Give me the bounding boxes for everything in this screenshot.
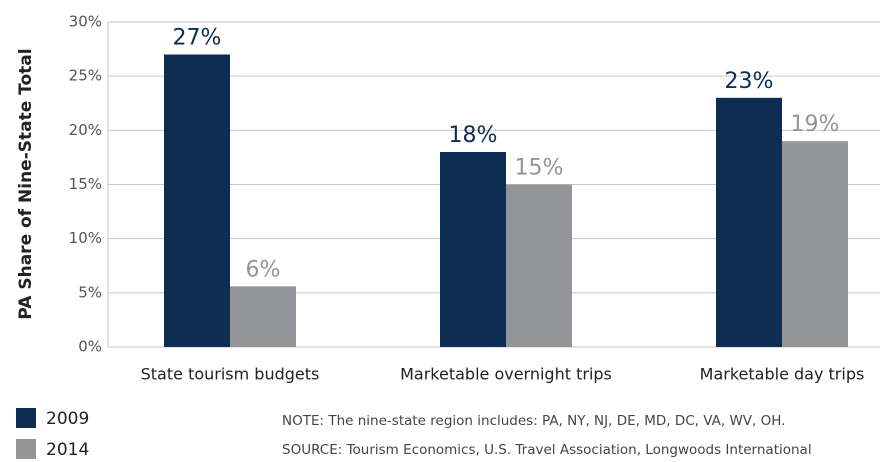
bar bbox=[440, 152, 506, 347]
value-label: 27% bbox=[173, 26, 222, 51]
y-tick-label: 25% bbox=[69, 67, 102, 85]
bar bbox=[506, 184, 572, 347]
y-tick-label: 10% bbox=[69, 229, 102, 247]
value-label: 23% bbox=[725, 69, 774, 94]
bar bbox=[782, 141, 848, 347]
value-label: 15% bbox=[515, 156, 564, 181]
legend-label: 2009 bbox=[46, 409, 89, 429]
y-tick-label: 30% bbox=[69, 13, 102, 31]
note: NOTE: The nine-state region includes: PA… bbox=[282, 413, 785, 429]
x-tick-label: Marketable overnight trips bbox=[400, 365, 612, 384]
y-tick-label: 5% bbox=[78, 283, 102, 301]
y-tick-label: 15% bbox=[69, 175, 102, 193]
value-label: 18% bbox=[449, 123, 498, 148]
value-label: 19% bbox=[791, 112, 840, 137]
x-tick-label: Marketable day trips bbox=[700, 365, 865, 384]
y-axis-label: PA Share of Nine-State Total bbox=[16, 48, 36, 319]
legend-swatch bbox=[16, 439, 36, 459]
bar bbox=[716, 97, 782, 347]
source: SOURCE: Tourism Economics, U.S. Travel A… bbox=[282, 442, 812, 458]
value-label: 6% bbox=[246, 257, 281, 282]
x-tick-label: State tourism budgets bbox=[141, 365, 320, 384]
y-tick-label: 0% bbox=[78, 338, 102, 356]
legend-swatch bbox=[16, 408, 36, 428]
bar bbox=[164, 54, 230, 347]
legend-label: 2014 bbox=[46, 440, 89, 460]
bar bbox=[230, 286, 296, 347]
y-tick-label: 20% bbox=[69, 121, 102, 139]
